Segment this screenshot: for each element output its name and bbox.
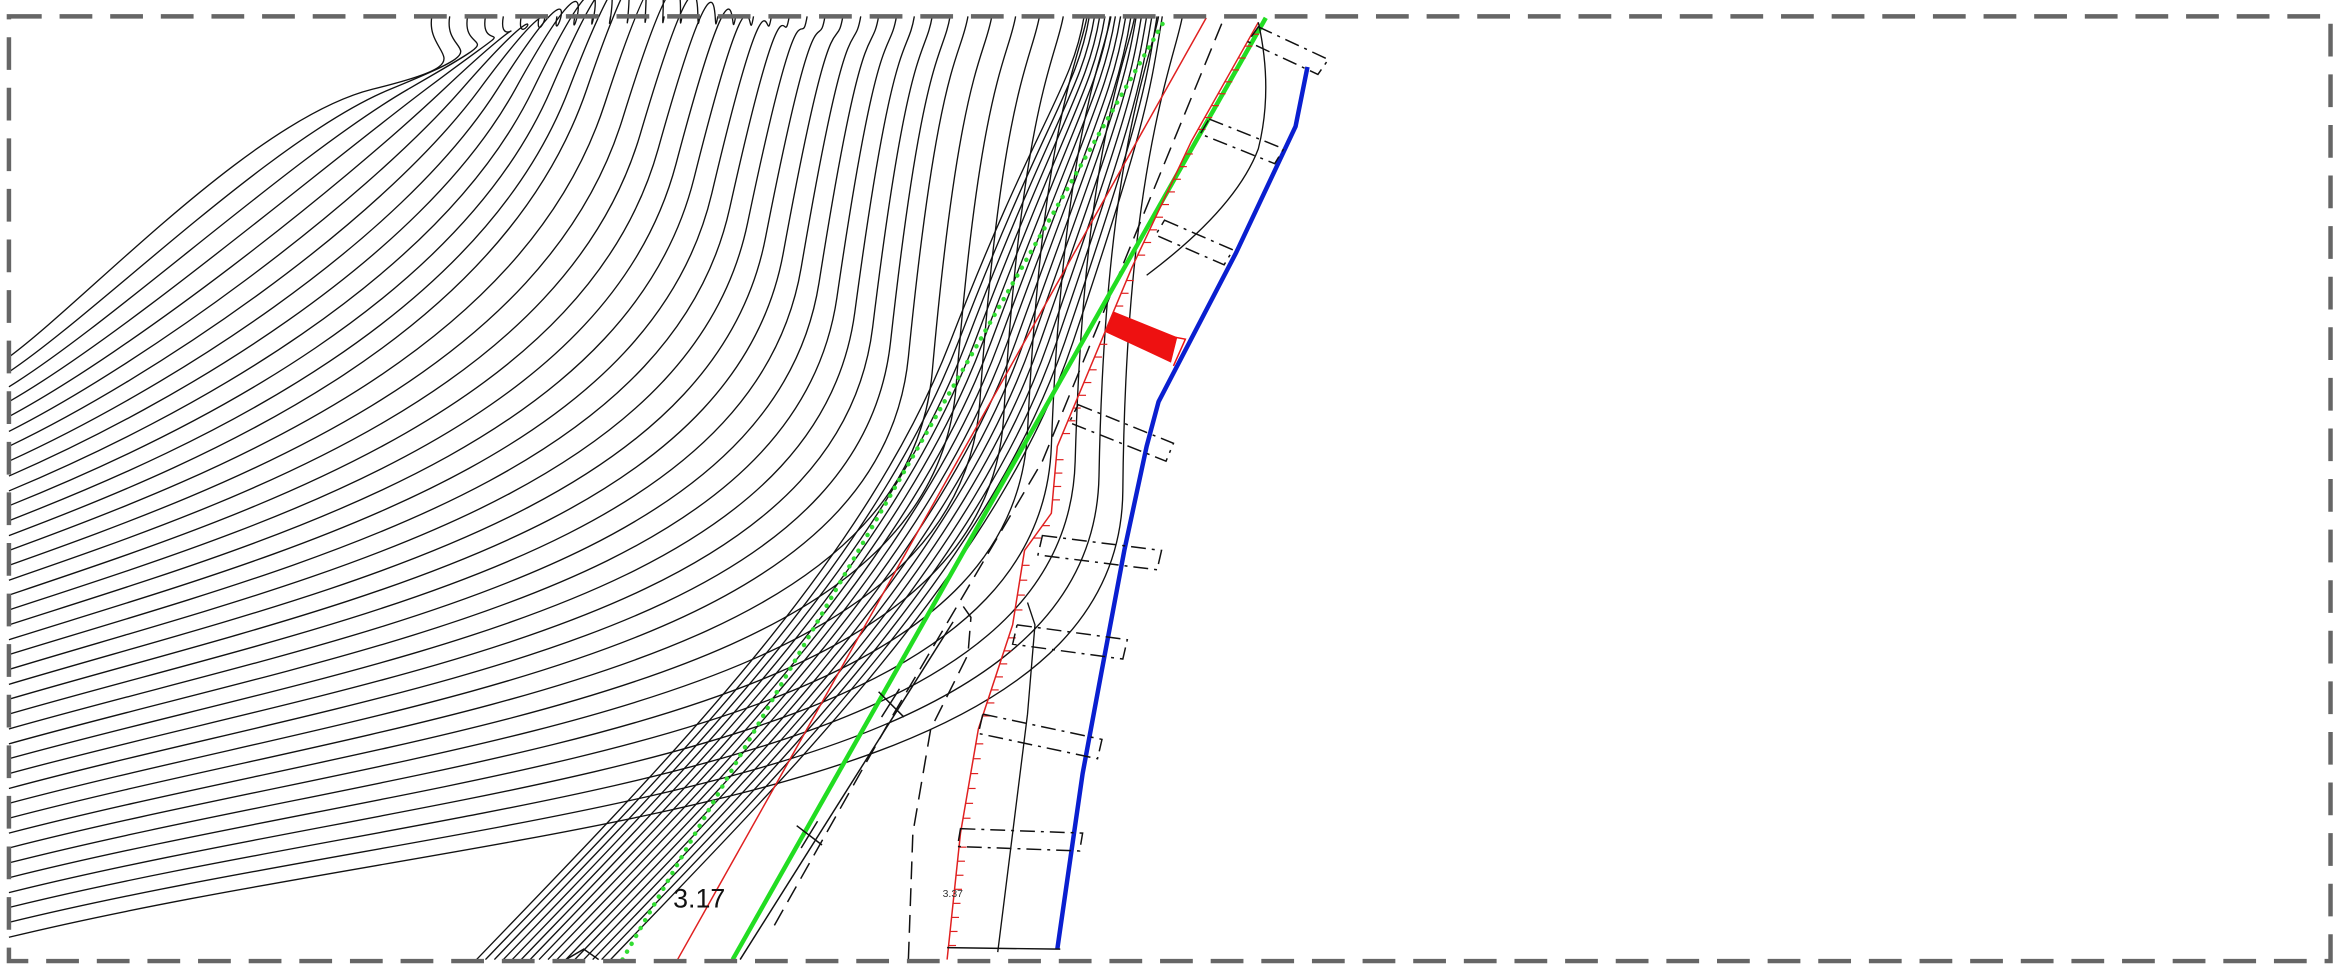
contour-line (8, 0, 683, 566)
green-dotted-line (620, 15, 1169, 962)
contour-line (565, 16, 1137, 961)
contour-line (8, 16, 993, 819)
contour-line (8, 16, 1088, 879)
contour-line (610, 16, 1163, 961)
cross-sections (956, 25, 1330, 852)
contour-line (601, 16, 1158, 961)
contour-line (8, 16, 808, 671)
dashed-line (773, 17, 1225, 926)
thin-curve (1146, 22, 1267, 276)
contour-line (8, 16, 916, 760)
contour-line (8, 16, 1136, 909)
contour-line (484, 16, 1090, 961)
contour-line (8, 16, 844, 700)
elevation-label: 3.37 (943, 889, 963, 900)
contour-line (8, 1, 719, 596)
contour-line (8, 16, 1160, 924)
contour-line (8, 16, 445, 358)
contour-line (8, 16, 512, 418)
blue-edge (1055, 66, 1310, 950)
contour-line (8, 16, 529, 433)
contour-line (8, 8, 737, 611)
green-line (730, 16, 1268, 961)
contour-line (8, 16, 462, 373)
contour-line (574, 16, 1143, 961)
contour-line (476, 16, 1085, 961)
viewport-border (6, 14, 2333, 964)
contour-line (8, 16, 1041, 849)
contour-line (8, 14, 755, 626)
contour-line (8, 0, 665, 552)
contour-line (8, 0, 701, 581)
contour-line (8, 16, 880, 730)
contour-line (8, 0, 613, 507)
contour-line (511, 16, 1106, 961)
contour-line (8, 16, 1017, 834)
contour-line (8, 16, 933, 775)
contour-line (8, 16, 969, 805)
cross-marks (796, 688, 905, 849)
contour-line (8, 16, 1064, 864)
contour-line (8, 16, 773, 641)
contour-lines (8, 0, 1184, 961)
contour-line (8, 8, 563, 462)
small-mark (565, 948, 600, 961)
red-line (676, 17, 1207, 960)
contour-line (8, 16, 951, 790)
edge-line (947, 946, 1061, 950)
red-marker-outline (1161, 333, 1187, 367)
elevation-label: 3.17 (673, 884, 725, 914)
contour-line (8, 0, 630, 522)
contour-line (8, 16, 495, 403)
contour-line (520, 16, 1111, 961)
contour-line (592, 16, 1153, 961)
contour-line (8, 0, 579, 477)
contour-line (8, 16, 898, 745)
black-line (739, 621, 954, 960)
thin-curve (997, 602, 1036, 953)
contour-line (8, 0, 647, 537)
contour-line (583, 16, 1148, 961)
contour-line (8, 16, 1184, 938)
contour-line (547, 16, 1127, 961)
contour-line (529, 16, 1117, 961)
contour-line (502, 16, 1101, 961)
contour-line (8, 16, 1112, 894)
contour-line (8, 0, 596, 492)
dashed-curve (907, 602, 972, 960)
contour-line (538, 16, 1122, 961)
red-marker (1105, 311, 1178, 363)
contour-line (8, 16, 790, 656)
contour-line (8, 16, 479, 388)
contour-line (8, 16, 826, 685)
contour-line (556, 16, 1132, 961)
contour-line (8, 16, 862, 715)
